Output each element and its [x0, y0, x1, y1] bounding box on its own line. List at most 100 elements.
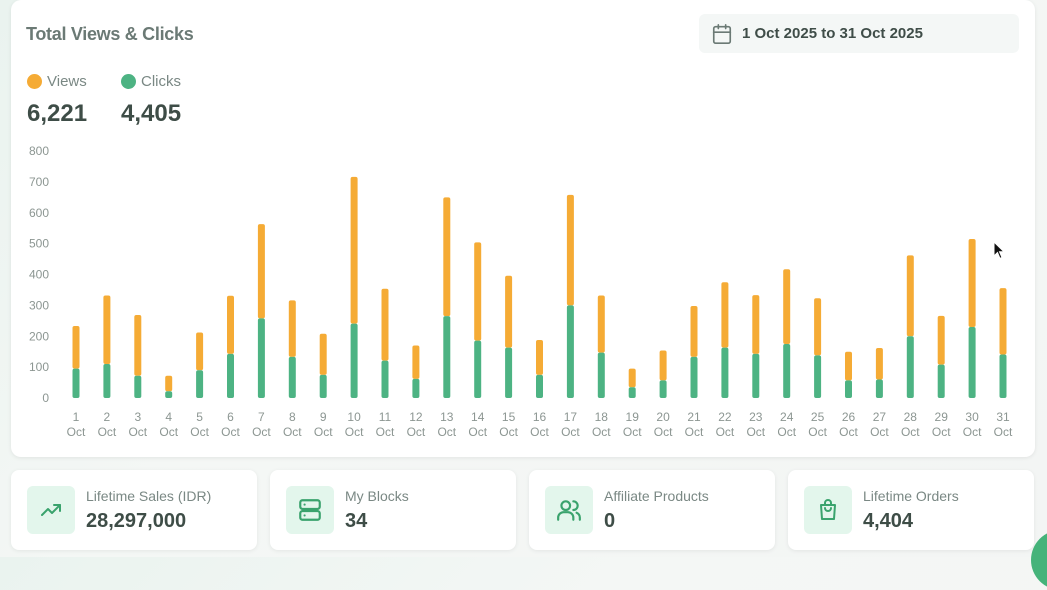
clicks-bar[interactable]: [783, 343, 791, 398]
y-tick-label: 700: [29, 175, 49, 189]
x-tick-label-month: Oct: [407, 425, 426, 439]
x-tick-label-day: 24: [780, 410, 794, 424]
clicks-bar[interactable]: [628, 387, 636, 398]
clicks-bar[interactable]: [103, 364, 111, 398]
views-bar[interactable]: [103, 295, 111, 365]
x-tick-label-month: Oct: [561, 425, 580, 439]
views-bar[interactable]: [690, 305, 698, 357]
clicks-bar[interactable]: [134, 375, 142, 398]
views-bar[interactable]: [134, 314, 142, 376]
x-tick-label-day: 5: [196, 410, 203, 424]
clicks-bar[interactable]: [566, 305, 574, 398]
x-tick-label-month: Oct: [252, 425, 271, 439]
x-tick-label-day: 20: [656, 410, 670, 424]
stacked-bar-chart: 01002003004005006007008001Oct2Oct3Oct4Oc…: [29, 144, 1013, 439]
views-bar[interactable]: [597, 295, 605, 353]
views-bar[interactable]: [937, 315, 945, 365]
clicks-bar[interactable]: [845, 380, 852, 398]
clicks-bar[interactable]: [999, 354, 1007, 398]
views-bar[interactable]: [752, 295, 760, 354]
x-tick-label-day: 16: [533, 410, 547, 424]
chart-title: Total Views & Clicks: [26, 24, 194, 44]
x-tick-label-month: Oct: [530, 425, 549, 439]
views-bar[interactable]: [381, 288, 389, 361]
clicks-bar[interactable]: [505, 347, 513, 398]
clicks-bar[interactable]: [319, 374, 327, 398]
clicks-bar[interactable]: [906, 336, 914, 398]
views-bar[interactable]: [906, 255, 914, 337]
legend-views: Views: [27, 73, 87, 90]
views-bar[interactable]: [319, 333, 327, 375]
views-bar[interactable]: [566, 194, 574, 306]
clicks-bar[interactable]: [659, 380, 667, 398]
views-bar[interactable]: [165, 375, 173, 392]
views-bar[interactable]: [536, 339, 543, 375]
views-bar[interactable]: [814, 298, 822, 356]
views-bar[interactable]: [845, 351, 852, 381]
clicks-bar[interactable]: [350, 323, 358, 398]
views-bar[interactable]: [443, 197, 451, 317]
views-bar[interactable]: [505, 275, 513, 348]
y-tick-label: 100: [29, 360, 49, 374]
x-tick-label-day: 9: [320, 410, 327, 424]
views-bar[interactable]: [968, 238, 976, 327]
views-bar[interactable]: [72, 326, 80, 369]
x-tick-label-month: Oct: [654, 425, 673, 439]
clicks-bar[interactable]: [288, 356, 296, 398]
views-bar[interactable]: [350, 176, 358, 324]
views-bar[interactable]: [288, 300, 296, 357]
clicks-bar[interactable]: [227, 353, 234, 398]
clicks-bar[interactable]: [721, 347, 729, 398]
y-tick-label: 400: [29, 268, 49, 282]
stat-card-lifetime-sales: Lifetime Sales (IDR) 28,297,000: [11, 470, 257, 550]
views-bar[interactable]: [227, 295, 234, 354]
clicks-bar[interactable]: [474, 340, 482, 398]
x-tick-label-day: 30: [965, 410, 979, 424]
y-tick-label: 800: [29, 144, 49, 158]
x-tick-label-month: Oct: [437, 425, 456, 439]
clicks-bar[interactable]: [968, 326, 976, 398]
x-tick-label-day: 19: [626, 410, 640, 424]
x-tick-label-day: 23: [749, 410, 763, 424]
clicks-bar[interactable]: [196, 370, 204, 398]
clicks-bar[interactable]: [597, 352, 605, 398]
shopping-bag-icon: [804, 486, 852, 534]
server-icon: [286, 486, 334, 534]
views-bar[interactable]: [783, 269, 791, 344]
clicks-bar[interactable]: [412, 378, 420, 398]
views-bar[interactable]: [999, 288, 1007, 355]
x-tick-label-month: Oct: [221, 425, 240, 439]
clicks-bar[interactable]: [443, 316, 451, 398]
views-bar[interactable]: [196, 332, 204, 371]
clicks-bar[interactable]: [690, 356, 698, 398]
x-tick-label-month: Oct: [190, 425, 209, 439]
views-bar[interactable]: [474, 242, 482, 341]
clicks-bar[interactable]: [72, 368, 80, 398]
views-bar[interactable]: [412, 345, 420, 379]
views-dot: [27, 74, 42, 89]
x-tick-label-month: Oct: [777, 425, 796, 439]
x-tick-label-day: 2: [104, 410, 111, 424]
clicks-bar[interactable]: [937, 364, 945, 398]
clicks-bar[interactable]: [814, 355, 822, 398]
views-bar[interactable]: [257, 224, 265, 319]
clicks-bar[interactable]: [875, 379, 883, 398]
clicks-bar[interactable]: [257, 318, 265, 398]
clicks-bar[interactable]: [381, 360, 389, 398]
x-tick-label-month: Oct: [685, 425, 704, 439]
views-bar[interactable]: [721, 282, 729, 348]
date-range-label: 1 Oct 2025 to 31 Oct 2025: [742, 25, 923, 42]
views-bar[interactable]: [659, 350, 667, 381]
date-range-picker[interactable]: 1 Oct 2025 to 31 Oct 2025: [699, 14, 1019, 53]
clicks-bar[interactable]: [536, 374, 543, 398]
x-tick-label-month: Oct: [932, 425, 951, 439]
x-tick-label-day: 6: [227, 410, 234, 424]
views-bar[interactable]: [875, 347, 883, 380]
clicks-bar[interactable]: [752, 353, 760, 398]
users-icon: [545, 486, 593, 534]
views-bar[interactable]: [628, 368, 636, 388]
x-tick-label-month: Oct: [159, 425, 178, 439]
x-tick-label-day: 12: [409, 410, 423, 424]
clicks-bar[interactable]: [165, 391, 173, 398]
clicks-total: 4,405: [121, 100, 182, 127]
